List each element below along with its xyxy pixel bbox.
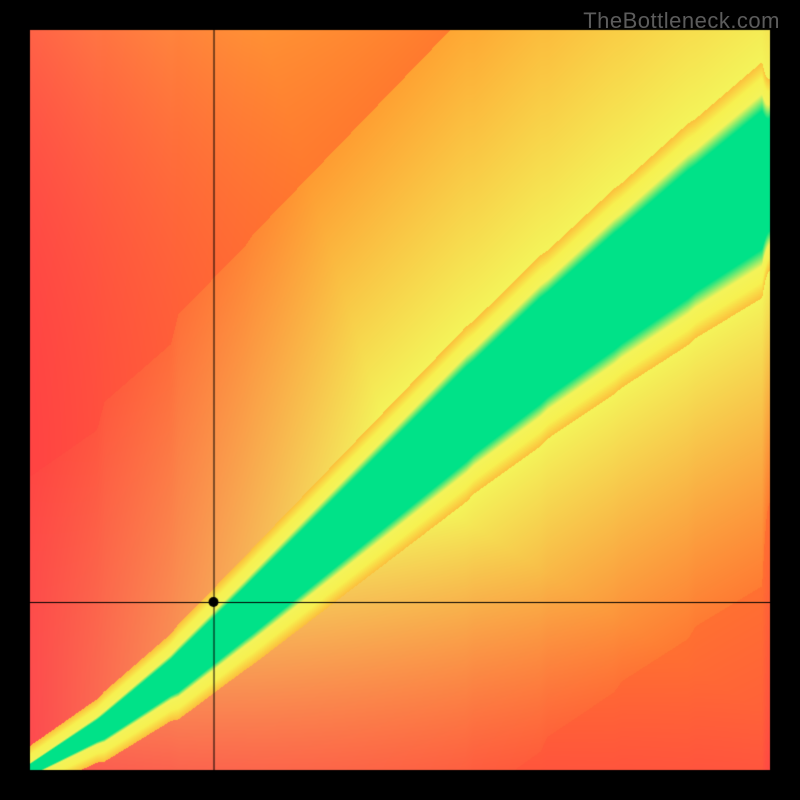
watermark-text: TheBottleneck.com: [583, 8, 780, 34]
chart-container: TheBottleneck.com: [0, 0, 800, 800]
bottleneck-heatmap-canvas: [0, 0, 800, 800]
